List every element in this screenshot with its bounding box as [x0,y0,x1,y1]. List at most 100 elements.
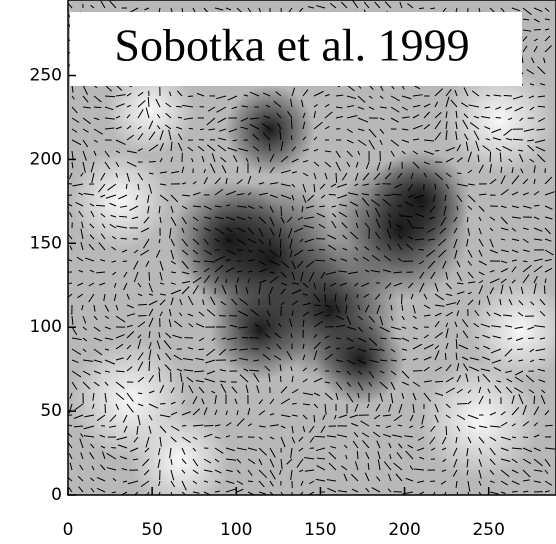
flow-vector [388,442,392,449]
flow-vector [159,271,163,281]
flow-vector [315,478,326,482]
flow-vector [186,376,194,383]
flow-vector [198,337,205,342]
flow-vector [478,216,482,222]
flow-vector [137,293,143,297]
flow-vector [98,242,106,251]
flow-vector [487,388,491,394]
flow-vector [456,363,460,372]
flow-vector [71,381,78,390]
flow-vector [404,201,414,207]
flow-vector [243,94,249,97]
flow-vector [445,172,452,178]
flow-vector [214,409,218,416]
flow-vector [426,227,436,233]
flow-vector [390,392,394,404]
flow-vector [129,447,139,452]
flow-vector [262,92,271,97]
flow-vector [505,106,513,111]
flow-vector [401,326,407,329]
flow-vector [203,407,208,416]
flow-vector [538,379,546,383]
flow-vector [503,94,513,97]
flow-vector [468,104,480,108]
flow-vector [379,348,385,352]
flow-vector [170,425,180,432]
flow-vector [206,348,216,357]
flow-vector [434,304,445,307]
flow-vector [137,392,143,395]
flow-vector [71,95,75,100]
flow-vector [452,469,458,477]
flow-vector [423,392,432,402]
flow-vector [118,194,128,200]
flow-vector [181,227,185,233]
flow-vector [214,469,222,474]
flow-vector [533,7,543,13]
flow-vector [68,233,73,240]
flow-vector [169,227,172,239]
flow-vector [522,205,532,209]
flow-vector [303,225,315,229]
flow-vector [518,393,524,405]
flow-vector [252,133,260,141]
flow-vector [511,249,519,253]
flow-vector [493,94,502,97]
flow-vector [197,145,205,152]
flow-vector [104,117,115,120]
flow-vector [203,260,215,263]
flow-vector [458,344,469,350]
flow-vector [82,128,89,133]
flow-vector [430,480,436,483]
flow-vector [291,205,294,211]
flow-vector [250,309,260,317]
flow-vector [365,161,370,170]
flow-vector [407,3,414,9]
intensity-blob [315,315,405,405]
flow-vector [534,325,546,328]
flow-vector [456,172,462,175]
flow-vector [258,284,262,295]
flow-vector [225,258,231,262]
flow-vector [456,183,468,187]
flow-vector [454,321,458,328]
flow-vector [535,348,546,352]
flow-vector [159,194,169,202]
flow-vector [104,106,114,111]
flow-vector [483,345,491,350]
flow-vector [522,436,529,439]
flow-vector [398,403,403,414]
flow-vector [351,488,359,493]
flow-vector [302,282,309,288]
flow-vector [313,320,324,328]
flow-vector [354,183,359,187]
flow-vector [183,117,194,120]
flow-vector [478,280,484,284]
flow-vector [143,469,150,476]
flow-vector [120,491,128,495]
flow-vector [508,158,513,163]
flow-vector [478,447,483,455]
flow-vector [236,166,239,174]
flow-vector [399,1,403,9]
flow-vector [329,258,337,262]
flow-vector [148,360,151,372]
flow-vector [123,282,128,291]
flow-vector [316,212,326,218]
flow-vector [502,145,513,152]
flow-vector [335,116,344,119]
flow-vector [492,335,502,339]
flow-vector [88,243,95,251]
flow-vector [225,488,237,493]
flow-vector [461,356,469,361]
flow-vector [517,311,524,317]
flow-vector [115,334,125,339]
flow-vector [96,487,106,493]
flow-vector [126,313,136,317]
flow-vector [96,414,106,422]
flow-vector [214,395,217,405]
flow-vector [328,462,337,471]
flow-vector [133,260,139,270]
flow-vector [302,172,309,177]
flow-vector [527,144,535,152]
